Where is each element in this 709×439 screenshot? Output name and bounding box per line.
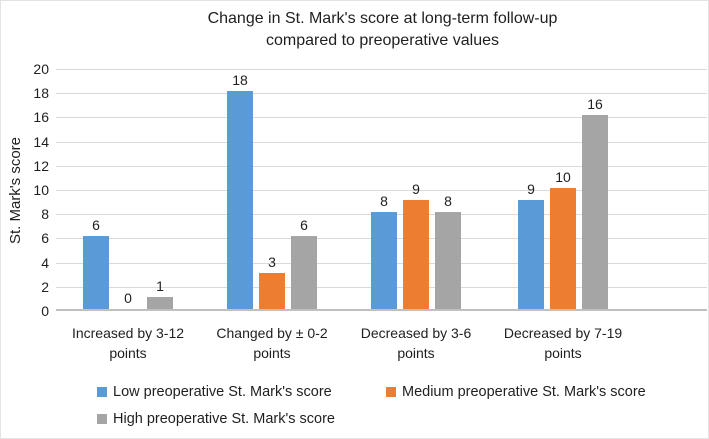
- bar[interactable]: [403, 200, 429, 309]
- y-tick-label: 4: [41, 254, 49, 271]
- bar-value-label: 8: [380, 193, 388, 210]
- legend-item[interactable]: Low preoperative St. Mark's score: [97, 384, 386, 400]
- gridline: [56, 165, 707, 167]
- bar[interactable]: [291, 236, 317, 309]
- x-category-label-line: points: [397, 345, 435, 362]
- bar-slot: 8: [371, 193, 397, 309]
- bar-slot: 16: [582, 96, 608, 309]
- legend-swatch-icon: [97, 414, 107, 424]
- bar-slot: 9: [403, 181, 429, 309]
- x-category-label: Decreased by 3-6 points: [361, 323, 472, 364]
- gridline: [56, 69, 707, 70]
- bar-value-label: 10: [555, 169, 571, 185]
- bar[interactable]: [435, 212, 461, 309]
- x-category-label-line: Changed by ± 0-2: [216, 325, 328, 341]
- x-category-label-line: points: [253, 345, 291, 362]
- bar[interactable]: [582, 115, 608, 309]
- bar-slot: 6: [291, 217, 317, 309]
- x-category-label: Changed by ± 0-2 points: [216, 323, 327, 364]
- bar-slot: 0: [115, 290, 141, 309]
- bar[interactable]: [518, 200, 544, 309]
- bar-slot: 1: [147, 278, 173, 309]
- gridline: [56, 141, 707, 143]
- y-tick-label: 12: [33, 157, 49, 174]
- bar[interactable]: [550, 188, 576, 309]
- y-tick-label: 16: [33, 109, 49, 126]
- bar[interactable]: [83, 236, 109, 309]
- y-tick-label: 20: [33, 61, 49, 77]
- bar-value-label: 3: [268, 253, 276, 270]
- chart-title: Change in St. Mark's score at long-term …: [61, 8, 704, 51]
- bar[interactable]: [147, 296, 173, 309]
- bar-slot: 8: [435, 193, 461, 309]
- bar-value-label: 18: [232, 72, 248, 89]
- y-tick-label: 0: [41, 303, 49, 319]
- chart-title-line-2: compared to preoperative values: [265, 31, 500, 49]
- legend: Low preoperative St. Mark's score Medium …: [97, 384, 646, 427]
- bar-group: 8 9 8: [371, 181, 461, 309]
- legend-item[interactable]: Medium preoperative St. Mark's score: [386, 384, 646, 400]
- bar-value-label: 9: [412, 181, 420, 198]
- bar-slot: 9: [518, 181, 544, 309]
- bar-value-label: 6: [92, 217, 100, 234]
- y-tick-label: 18: [33, 85, 49, 102]
- y-tick-label: 8: [41, 206, 49, 223]
- x-category-label-line: Decreased by 7-19: [503, 325, 623, 341]
- bar[interactable]: [371, 212, 397, 309]
- plot-area: 6 0 1 18 3 6 8 9 8 9 10 16: [56, 69, 707, 311]
- legend-item[interactable]: High preoperative St. Mark's score: [97, 411, 386, 427]
- legend-label: High preoperative St. Mark's score: [113, 411, 335, 427]
- legend-swatch-icon: [97, 387, 107, 397]
- bar-value-label: 8: [444, 193, 452, 210]
- bar[interactable]: [259, 272, 285, 309]
- y-tick-label: 10: [33, 182, 49, 198]
- gridline: [56, 117, 707, 119]
- bar-value-label: 16: [587, 96, 603, 113]
- gridline: [56, 93, 707, 95]
- x-category-label-line: points: [544, 345, 582, 362]
- bar-slot: 3: [259, 254, 285, 309]
- legend-label: Low preoperative St. Mark's score: [113, 384, 332, 400]
- x-category-label-line: Decreased by 3-6: [360, 325, 472, 341]
- bar-value-label: 0: [124, 290, 132, 306]
- legend-label: Medium preoperative St. Mark's score: [402, 384, 646, 400]
- x-category-label: Increased by 3-12 points: [72, 323, 184, 364]
- y-tick-label: 2: [41, 278, 49, 295]
- x-category-label-line: points: [109, 345, 147, 362]
- gridline: [56, 190, 707, 191]
- x-category-label: Decreased by 7-19 points: [504, 323, 622, 364]
- bar-value-label: 1: [156, 277, 164, 294]
- bar-group: 9 10 16: [518, 96, 608, 309]
- y-tick-label: 14: [33, 133, 49, 150]
- bar-group: 18 3 6: [227, 72, 317, 309]
- bar-slot: 6: [83, 217, 109, 309]
- chart-title-line-1: Change in St. Mark's score at long-term …: [207, 10, 558, 27]
- legend-swatch-icon: [386, 387, 396, 397]
- x-category-label-line: Increased by 3-12: [71, 325, 185, 341]
- bar[interactable]: [227, 91, 253, 309]
- y-tick-label: 6: [41, 230, 49, 247]
- bar-value-label: 6: [300, 217, 308, 234]
- bar-slot: 10: [550, 169, 576, 309]
- bar-group: 6 0 1: [83, 217, 173, 309]
- bar-value-label: 9: [527, 181, 535, 198]
- bar-slot: 18: [227, 72, 253, 309]
